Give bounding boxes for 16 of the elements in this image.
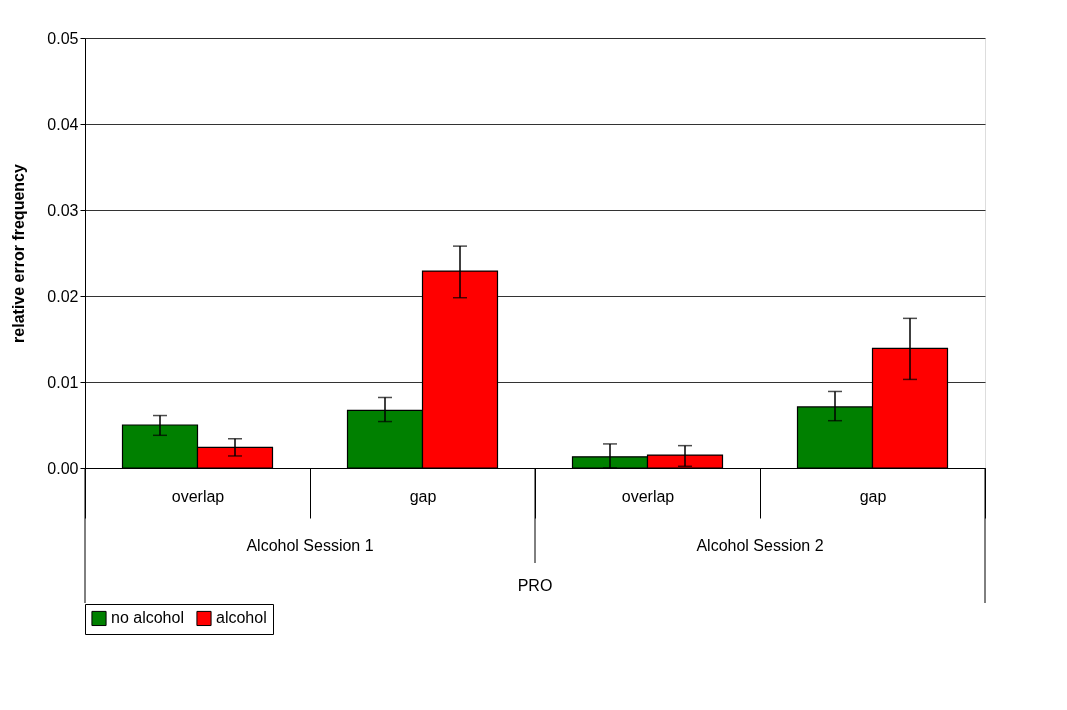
y-tick-label: 0.05 [47,29,79,47]
x-tick-label: gap [859,487,887,505]
y-tick-label: 0.01 [47,373,79,391]
y-axis-title: relative error frequency [10,164,28,343]
y-tick-label: 0.03 [47,201,79,219]
y-tick-label: 0.04 [47,115,79,133]
legend-label: alcohol [216,609,267,627]
x-tick-label: overlap [621,487,675,505]
y-tick-label: 0.00 [47,459,79,477]
text: PRO [517,577,553,594]
x-tick-label: overlap [171,487,225,505]
x-tick-label: gap [409,487,437,505]
text: Alcohol Session 1 [246,537,374,554]
text: Alcohol Session 2 [696,537,824,554]
y-tick-label: 0.02 [47,287,79,305]
legend-label: no alcohol [111,609,184,627]
